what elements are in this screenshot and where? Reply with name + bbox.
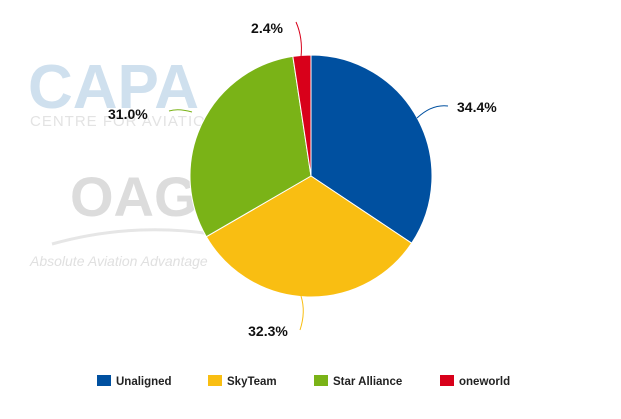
watermark: CAPA CENTRE FOR AVIATION OAG Absolute Av… [28,53,218,269]
legend-item-oneworld: oneworld [440,375,510,388]
oag-tagline-text: Absolute Aviation Advantage [29,253,208,269]
legend-label: SkyTeam [227,376,277,388]
data-label-unaligned: 34.4% [457,99,497,115]
legend-swatch [314,375,328,386]
pie-slice-star-alliance [189,55,312,238]
pie-slice-oneworld [292,54,312,177]
leader-line-star-alliance [168,109,193,113]
oag-swoosh-graphic [51,228,213,246]
leader-line-skyteam [299,295,304,331]
data-label-oneworld: 2.4% [251,20,283,36]
legend-swatch [440,375,454,386]
legend-label: Star Alliance [333,376,402,388]
data-labels: 34.4% 32.3% 31.0% 2.4% [108,20,497,339]
legend: Unaligned SkyTeam Star Alliance oneworld [97,375,510,388]
leader-line-oneworld [295,21,302,58]
pie-slice-skyteam [205,175,413,298]
legend-item-skyteam: SkyTeam [208,375,277,388]
capa-subtitle-text: CENTRE FOR AVIATION [30,113,218,130]
label-leader-lines [168,21,449,331]
legend-swatch [208,375,222,386]
leader-line-unaligned [416,105,449,119]
data-label-star-alliance: 31.0% [108,106,148,122]
legend-swatch [97,375,111,386]
legend-label: Unaligned [116,376,172,388]
legend-item-unaligned: Unaligned [97,375,172,388]
legend-item-star-alliance: Star Alliance [314,375,402,388]
oag-logo-text: OAG [70,165,198,228]
pie-slices [189,54,433,298]
data-label-skyteam: 32.3% [248,323,288,339]
legend-label: oneworld [459,376,510,388]
